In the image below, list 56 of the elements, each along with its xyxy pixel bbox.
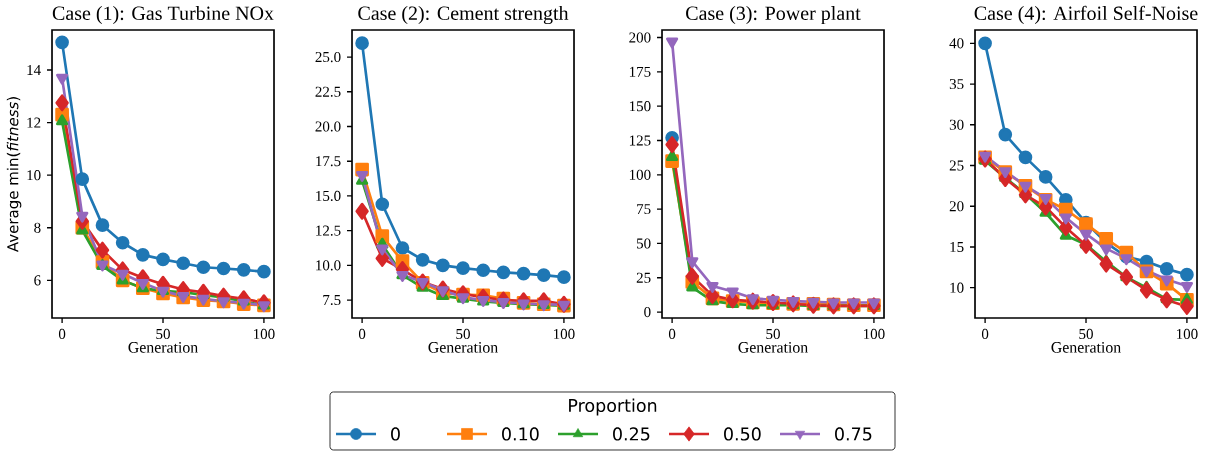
y-tick-label: 15.0 [316, 190, 341, 202]
y-axis-title: Average min(fitness) [6, 97, 22, 253]
y-tick-label: 20.0 [315, 121, 341, 132]
x-axis-title: Generation [738, 342, 808, 353]
x-tick-label: 0 [981, 328, 989, 340]
y-tick-label: 35 [949, 79, 964, 90]
x-tick-label: 100 [863, 328, 885, 340]
y-tick-label: 100 [629, 169, 651, 180]
y-tick-label: 25 [949, 160, 964, 171]
chart-title: Case (1): Gas Turbine NOx [52, 5, 274, 25]
legend-title: Proportion [569, 398, 657, 416]
legend-label: 0 [391, 427, 400, 441]
y-tick-label: 25.0 [315, 51, 341, 63]
y-tick-label: 10 [950, 282, 964, 293]
chart-title: Case (2): Cement strength [358, 5, 569, 25]
y-tick-label: 14 [27, 65, 41, 75]
y-tick-label: 12 [27, 117, 41, 128]
chart-title: Case (3): Power plant [686, 5, 861, 25]
y-tick-label: 175 [629, 66, 651, 77]
y-tick-label: 8 [34, 222, 41, 233]
x-tick-label: 0 [58, 328, 66, 340]
y-tick-label: 200 [629, 32, 651, 43]
y-tick-label: 125 [629, 135, 651, 146]
x-tick-label: 100 [253, 328, 275, 340]
y-tick-label: 10.0 [316, 260, 341, 271]
y-tick-label: 75 [637, 204, 651, 215]
y-tick-label: 20 [949, 201, 964, 212]
y-tick-label: 6 [34, 275, 41, 286]
x-tick-label: 50 [766, 328, 780, 340]
x-tick-label: 0 [358, 328, 366, 340]
y-tick-label: 30 [949, 119, 964, 130]
x-tick-label: 50 [156, 328, 170, 340]
x-axis-title: Generation [128, 342, 198, 353]
legend-label: 0.10 [502, 427, 539, 441]
y-tick-label: 0 [644, 307, 651, 318]
y-tick-label: 25 [636, 272, 651, 283]
x-axis-title: Generation [1051, 342, 1121, 353]
chart-title: Case (4): Airfoil Self-Noise [974, 5, 1198, 25]
legend-label: 0.75 [835, 427, 872, 441]
y-tick-label: 40 [949, 38, 964, 49]
x-tick-label: 50 [1079, 328, 1093, 340]
legend-label: 0.50 [724, 427, 761, 441]
x-axis-title: Generation [428, 342, 498, 353]
y-tick-label: 12.5 [316, 225, 341, 236]
y-tick-label: 50 [636, 238, 651, 249]
x-tick-label: 100 [1176, 328, 1198, 340]
x-tick-label: 50 [456, 328, 470, 340]
x-tick-label: 100 [553, 328, 575, 340]
y-tick-label: 150 [629, 101, 651, 112]
y-tick-label: 10 [27, 170, 41, 181]
y-tick-label: 15 [950, 241, 964, 252]
legend-label: 0.25 [613, 427, 650, 441]
y-tick-label: 22.5 [315, 86, 341, 97]
y-tick-label: 7.5 [323, 295, 341, 306]
y-tick-label: 17.5 [316, 156, 341, 167]
x-tick-label: 0 [668, 328, 676, 340]
